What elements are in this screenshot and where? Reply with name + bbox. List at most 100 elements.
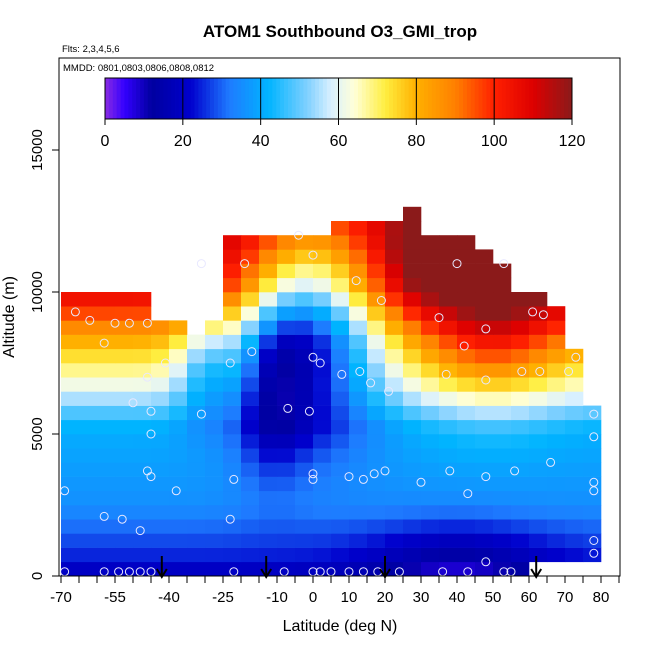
colorbar-segment [252,78,258,119]
colorbar-segment [470,78,476,119]
heat-cell [169,547,188,563]
heat-cell [475,306,494,321]
heat-cell [475,434,494,449]
colorbar-segment [202,78,207,119]
heat-cell [529,476,548,492]
colorbar-segment [245,78,250,119]
heat-cell [331,434,350,449]
heat-cell [493,306,512,321]
sample-point [589,409,599,419]
colorbar-segment [143,78,149,119]
heat-cell [241,277,260,293]
colorbar-segment [498,78,503,119]
heat-cell [223,292,242,307]
heat-cell [529,292,548,307]
heat-cell [115,419,134,435]
heat-cell [349,476,368,492]
heat-cell [277,277,296,293]
heat-cell [187,419,206,435]
heat-cell [331,377,350,392]
heat-cell [223,405,242,421]
heat-cell [223,320,242,335]
heat-cell [313,263,332,279]
heat-cell [97,490,116,506]
heat-cell [439,405,458,421]
heat-cell [259,547,278,563]
sample-point [517,367,527,376]
sample-point [528,307,538,317]
heat-cell [313,363,332,378]
heat-cell [547,320,566,335]
heat-cell [151,334,170,350]
heat-cell [493,476,512,492]
heat-cell [205,320,224,335]
heat-cell [565,419,584,435]
colorbar-segment [319,78,324,119]
heat-cell [565,391,584,406]
heat-cell [97,377,116,392]
heat-cell [529,334,548,350]
x-tick-label: 40 [449,589,466,606]
heat-cell [547,434,566,449]
heat-cell [205,490,224,506]
heat-cell [547,476,566,492]
heat-cell [331,249,350,264]
heat-cell [169,363,188,378]
heat-cell [133,505,152,520]
heat-cell [205,391,224,406]
x-tick-label: 80 [593,589,610,606]
heat-cell [205,377,224,392]
heat-cell [529,490,548,506]
heat-cell [403,292,422,307]
heat-cell [259,419,278,435]
heat-cell [421,292,440,307]
heat-cell [97,348,116,364]
heat-cell [223,448,242,463]
sample-point [463,489,473,499]
sample-point [434,313,444,323]
heat-cell [511,405,530,421]
heat-cell [79,391,98,406]
colorbar-segment [486,78,491,119]
heat-cell [421,320,440,335]
heat-cell [421,377,440,392]
heat-cell [421,462,440,477]
colorbar-segment [560,78,565,119]
heat-cell [151,434,170,449]
heat-cell [169,462,188,477]
x-tick-label: -55 [104,589,126,606]
heat-cell [277,547,296,563]
sample-point [196,409,206,419]
y-axis: 0 5000 10000 15000 [29,129,59,580]
heat-cell [367,505,386,520]
heat-cell [457,519,476,534]
heat-cell [187,377,206,392]
heat-cell [169,419,188,435]
heat-cell [421,235,440,250]
heat-cell [349,462,368,477]
heat-cell [547,334,566,350]
dates-annotation: MMDD: 0801,0803,0806,0808,0812 [63,63,214,74]
heat-cell [583,547,602,563]
colorbar-segment [525,78,530,119]
heat-cell [187,490,206,506]
heat-cell [133,490,152,506]
heat-cell [547,448,566,463]
heat-cell [403,561,422,577]
heat-cell [421,391,440,406]
heat-cell [511,292,530,307]
heat-cell [367,235,386,250]
heat-cell [295,391,314,406]
heat-cell [295,434,314,449]
heat-cell [457,434,476,449]
heat-cell [439,505,458,520]
heat-cell [439,334,458,350]
heat-cell [475,476,494,492]
heat-cell [475,490,494,506]
heat-cell [565,363,584,378]
colorbar-segment [116,78,121,119]
colorbar-segment [311,78,316,119]
heat-cell [511,519,530,534]
heat-cell [547,519,566,534]
heat-cell [259,306,278,321]
